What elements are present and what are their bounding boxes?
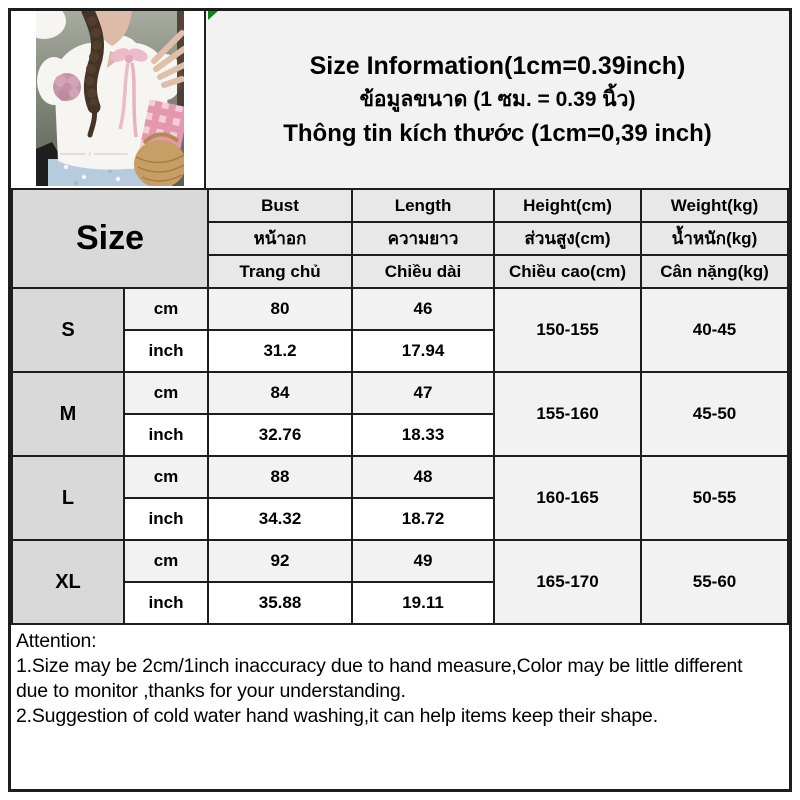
weight-l: 50-55 xyxy=(640,455,789,541)
table-row: inch 35.88 19.11 xyxy=(12,581,788,625)
unit-cm: cm xyxy=(122,287,210,331)
attention-notes: Attention: 1.Size may be 2cm/1inch inacc… xyxy=(11,625,789,789)
col-height-vi: Chiều cao(cm) xyxy=(493,254,643,289)
col-weight-en: Weight(kg) xyxy=(640,188,789,223)
product-photo xyxy=(36,11,184,186)
product-photo-cell xyxy=(11,11,206,188)
unit-inch: inch xyxy=(122,413,210,457)
size-label-m: M xyxy=(11,371,125,457)
size-header-cell: Size xyxy=(11,188,210,289)
table-row: XL cm 92 49 165-170 55-60 xyxy=(11,539,789,625)
size-label-xl: XL xyxy=(11,539,125,625)
title-block: Size Information(1cm=0.39inch) ข้อมูลขนา… xyxy=(206,11,789,188)
col-bust-th: หน้าอก xyxy=(207,221,354,256)
col-length-th: ความยาว xyxy=(351,221,496,256)
header-row-english: Size Bust Length Height(cm) Weight(kg) xyxy=(11,188,789,289)
height-xl: 165-170 xyxy=(493,539,643,625)
height-s: 150-155 xyxy=(493,287,643,373)
table-row: S cm 80 46 150-155 40-45 xyxy=(11,287,789,373)
length-inch-m: 18.33 xyxy=(351,413,496,457)
bust-cm-m: 84 xyxy=(207,371,354,415)
bust-cm-xl: 92 xyxy=(207,539,354,583)
attention-line: 1.Size may be 2cm/1inch inaccuracy due t… xyxy=(16,655,743,677)
col-weight-vi: Cân nặng(kg) xyxy=(640,254,789,289)
table-row: M cm 84 47 155-160 45-50 xyxy=(11,371,789,457)
length-inch-l: 18.72 xyxy=(351,497,496,541)
size-chart-panel: Size Information(1cm=0.39inch) ข้อมูลขนา… xyxy=(8,8,792,792)
attention-line: due to monitor ,thanks for your understa… xyxy=(16,680,406,702)
top-banner: Size Information(1cm=0.39inch) ข้อมูลขนา… xyxy=(11,11,789,188)
attention-line: 2.Suggestion of cold water hand washing,… xyxy=(16,705,658,727)
table-row: L cm 88 48 160-165 50-55 xyxy=(11,455,789,541)
length-inch-s: 17.94 xyxy=(351,329,496,373)
bust-inch-m: 32.76 xyxy=(207,413,354,457)
length-cm-l: 48 xyxy=(351,455,496,499)
col-bust-vi: Trang chủ xyxy=(207,254,354,289)
col-length-vi: Chiều dài xyxy=(351,254,496,289)
unit-cm: cm xyxy=(122,455,210,499)
header-row-vietnamese: Trang chủ Chiều dài Chiều cao(cm) Cân nặ… xyxy=(12,254,789,289)
col-weight-th: น้ำหนัก(kg) xyxy=(640,221,789,256)
unit-inch: inch xyxy=(122,329,210,373)
length-cm-xl: 49 xyxy=(351,539,496,583)
green-corner-marker xyxy=(208,11,218,20)
height-m: 155-160 xyxy=(493,371,643,457)
length-inch-xl: 19.11 xyxy=(351,581,496,625)
attention-heading: Attention: xyxy=(16,630,97,652)
unit-cm: cm xyxy=(122,539,210,583)
col-height-en: Height(cm) xyxy=(493,188,643,223)
unit-inch: inch xyxy=(122,581,210,625)
length-cm-m: 47 xyxy=(351,371,496,415)
bust-inch-xl: 35.88 xyxy=(207,581,354,625)
table-row: inch 34.32 18.72 xyxy=(12,497,788,541)
bust-inch-l: 34.32 xyxy=(207,497,354,541)
header-row-thai: หน้าอก ความยาว ส่วนสูง(cm) น้ำหนัก(kg) xyxy=(12,221,789,256)
size-label-l: L xyxy=(11,455,125,541)
col-height-th: ส่วนสูง(cm) xyxy=(493,221,643,256)
col-length-en: Length xyxy=(351,188,496,223)
table-row: inch 31.2 17.94 xyxy=(12,329,788,373)
weight-s: 40-45 xyxy=(640,287,789,373)
weight-m: 45-50 xyxy=(640,371,789,457)
title-thai: ข้อมูลขนาด (1 ซม. = 0.39 นิ้ว) xyxy=(359,87,636,111)
weight-xl: 55-60 xyxy=(640,539,789,625)
height-l: 160-165 xyxy=(493,455,643,541)
bust-cm-l: 88 xyxy=(207,455,354,499)
unit-cm: cm xyxy=(122,371,210,415)
table-row: inch 32.76 18.33 xyxy=(12,413,788,457)
size-label-s: S xyxy=(11,287,125,373)
size-table: Size Bust Length Height(cm) Weight(kg) ห… xyxy=(11,188,789,625)
bust-inch-s: 31.2 xyxy=(207,329,354,373)
title-english: Size Information(1cm=0.39inch) xyxy=(309,51,686,80)
title-vietnamese: Thông tin kích thước (1cm=0,39 inch) xyxy=(283,119,712,147)
unit-inch: inch xyxy=(122,497,210,541)
length-cm-s: 46 xyxy=(351,287,496,331)
col-bust-en: Bust xyxy=(207,188,354,223)
bust-cm-s: 80 xyxy=(207,287,354,331)
